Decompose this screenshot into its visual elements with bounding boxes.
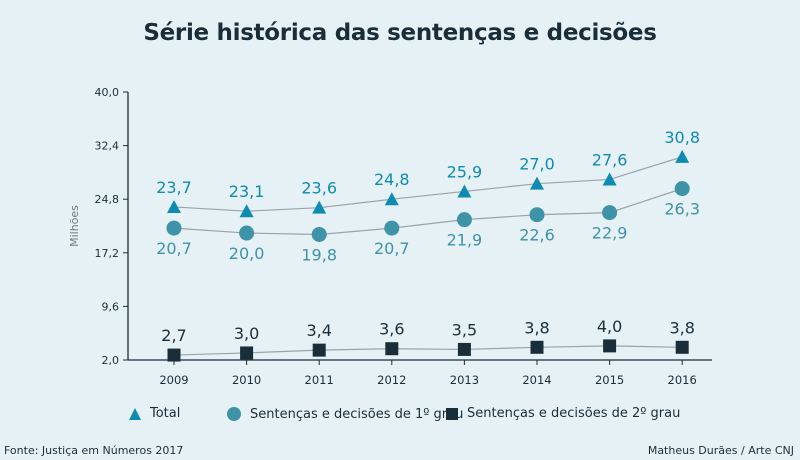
data-point-circle xyxy=(602,205,618,221)
x-tick-label: 2015 xyxy=(595,373,624,387)
x-tick-label: 2013 xyxy=(450,373,479,387)
data-point-circle xyxy=(311,226,327,242)
series-line xyxy=(173,156,683,212)
data-point-square xyxy=(457,342,471,356)
data-label: 30,8 xyxy=(664,128,700,147)
data-point-circle xyxy=(384,220,400,236)
data-label: 3,0 xyxy=(234,324,259,343)
x-tick-label: 2014 xyxy=(522,373,551,387)
data-label: 3,6 xyxy=(379,320,404,339)
data-label: 3,8 xyxy=(524,318,549,337)
data-label: 20,7 xyxy=(156,239,192,258)
x-tick-label: 2010 xyxy=(232,373,261,387)
data-label: 3,5 xyxy=(452,320,477,339)
y-tick-label: 24,8 xyxy=(95,193,120,206)
data-point-circle xyxy=(456,212,472,228)
credit-note: Matheus Durães / Arte CNJ xyxy=(647,444,794,457)
data-point-triangle xyxy=(675,149,690,163)
data-label: 23,6 xyxy=(301,179,337,198)
data-label: 19,8 xyxy=(301,245,337,264)
data-label: 27,6 xyxy=(592,150,628,169)
x-tick-label: 2011 xyxy=(305,373,334,387)
data-label: 21,9 xyxy=(447,231,483,250)
data-point-square xyxy=(675,340,689,354)
data-label: 23,1 xyxy=(229,182,265,201)
data-label: 22,6 xyxy=(519,226,555,245)
data-label: 2,7 xyxy=(161,326,186,345)
data-label: 3,8 xyxy=(669,318,694,337)
y-tick-label: 9,6 xyxy=(102,300,120,313)
x-tick-label: 2009 xyxy=(159,373,188,387)
data-point-square xyxy=(385,342,399,356)
source-note: Fonte: Justiça em Números 2017 xyxy=(4,444,184,457)
y-tick-label: 40,0 xyxy=(95,86,120,99)
y-axis-title: Milhões xyxy=(68,205,81,247)
data-point-circle xyxy=(674,181,690,197)
data-point-triangle xyxy=(384,192,399,206)
data-point-circle xyxy=(166,220,182,236)
data-point-triangle xyxy=(530,176,544,190)
data-label: 24,8 xyxy=(374,170,410,189)
data-point-square xyxy=(240,346,254,360)
data-label: 4,0 xyxy=(597,317,622,336)
data-point-triangle xyxy=(167,199,181,213)
series-line xyxy=(173,345,683,356)
data-label: 3,4 xyxy=(306,321,331,340)
data-label: 27,0 xyxy=(519,155,555,174)
x-tick-label: 2016 xyxy=(668,373,697,387)
y-tick-label: 2,0 xyxy=(102,354,120,367)
y-tick-label: 17,2 xyxy=(95,247,120,260)
series-line xyxy=(173,188,683,236)
data-point-triangle xyxy=(239,204,254,218)
chart-title: Série histórica das sentenças e decisões xyxy=(143,20,657,46)
data-point-square xyxy=(312,343,326,357)
y-tick-label: 32,4 xyxy=(95,140,120,153)
data-point-circle xyxy=(239,225,255,241)
data-point-triangle xyxy=(602,172,617,186)
data-point-square xyxy=(530,340,544,354)
data-label: 26,3 xyxy=(664,200,700,219)
data-label: 20,7 xyxy=(374,239,410,258)
data-point-square xyxy=(167,348,181,362)
data-label: 23,7 xyxy=(156,178,192,197)
data-label: 20,0 xyxy=(229,244,265,263)
data-point-triangle xyxy=(312,200,327,214)
data-point-circle xyxy=(529,207,545,223)
data-point-square xyxy=(603,339,617,353)
data-point-triangle xyxy=(457,184,472,198)
x-tick-label: 2012 xyxy=(377,373,406,387)
data-label: 25,9 xyxy=(447,162,483,181)
data-label: 22,9 xyxy=(592,224,628,243)
